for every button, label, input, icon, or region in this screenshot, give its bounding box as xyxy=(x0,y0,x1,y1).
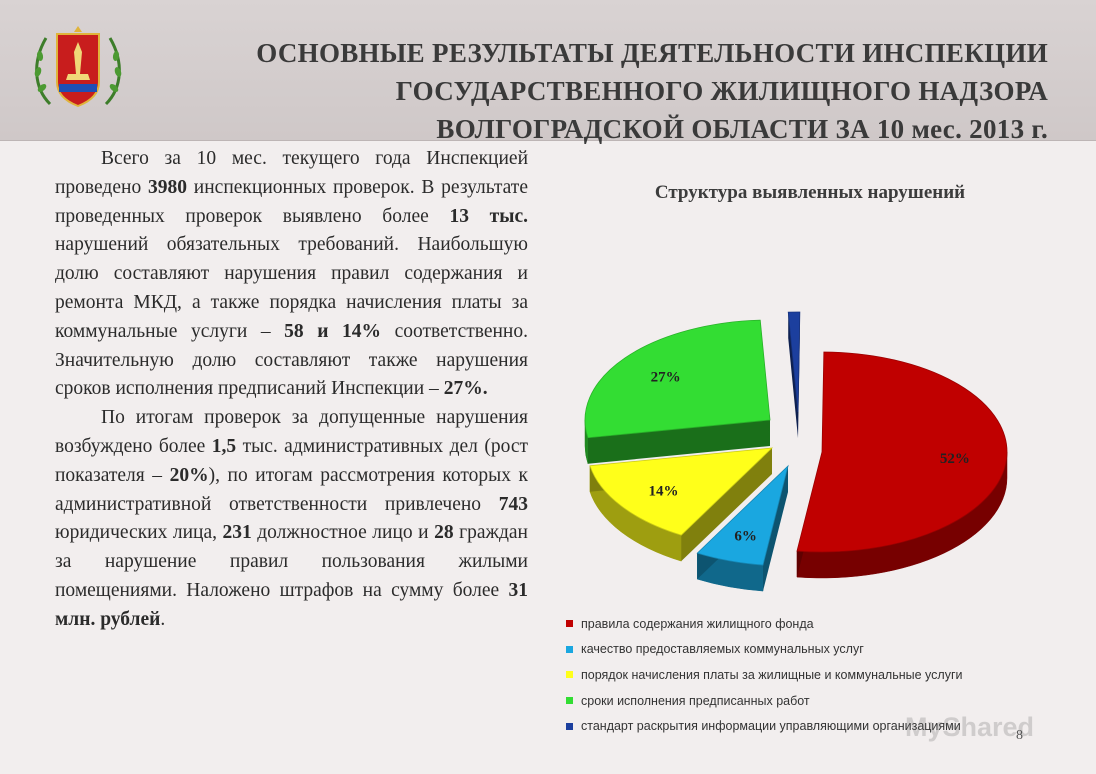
highlight-value: 231 xyxy=(222,522,252,544)
pie-slice xyxy=(696,464,789,592)
legend-item: качество предоставляемых коммунальных ус… xyxy=(566,637,1046,663)
highlight-value: 1,5 xyxy=(211,435,237,457)
legend-label: сроки исполнения предписанных работ xyxy=(581,693,810,708)
slice-value-label: 52% xyxy=(940,451,970,467)
slice-value-label: 27% xyxy=(651,369,681,385)
pie-slice xyxy=(589,447,774,562)
text-run: граждан за нарушение правил пользования … xyxy=(55,522,528,601)
text-run: Всего за 10 мес. текущего года Инспекцие… xyxy=(55,148,528,198)
watermark: MyShared xyxy=(905,712,1035,742)
text-run: инспекционных проверок. В результате про… xyxy=(55,176,528,227)
legend-label: качество предоставляемых коммунальных ус… xyxy=(581,642,864,657)
legend-item: правила содержания жилищного фонда xyxy=(566,611,1046,637)
slice-value-label: 1% xyxy=(787,300,810,304)
legend-swatch xyxy=(566,697,573,705)
legend-label: стандарт раскрытия информации управляющи… xyxy=(581,719,961,734)
title-line-2: ГОСУДАРСТВЕННОГО ЖИЛИЩНОГО НАДЗОРА xyxy=(395,76,1048,106)
pie-slice xyxy=(584,319,771,464)
pie-chart: 52% 6% 14% 27% 1% xyxy=(584,300,1008,592)
chart-legend: правила содержания жилищного фонда качест… xyxy=(566,611,1046,739)
highlight-value: 28 xyxy=(434,522,454,544)
text-run: . xyxy=(160,608,166,630)
coat-of-arms-icon xyxy=(34,26,122,108)
highlight-value: 31 млн. рублей xyxy=(55,579,528,630)
legend-swatch xyxy=(566,620,573,628)
title-line-1: ОСНОВНЫЕ РЕЗУЛЬТАТЫ ДЕЯТЕЛЬНОСТИ ИНСПЕКЦ… xyxy=(256,38,1048,68)
legend-item: стандарт раскрытия информации управляющи… xyxy=(566,713,1046,739)
highlight-value: 3980 xyxy=(148,176,187,198)
text-run: должностное лицо и xyxy=(251,522,435,544)
text-run: соответственно. Значительную долю состав… xyxy=(55,320,528,400)
highlight-value: 743 xyxy=(498,493,528,515)
legend-swatch xyxy=(566,671,573,679)
highlight-value: 27%. xyxy=(443,378,488,400)
slice-value-label: 6% xyxy=(734,528,757,544)
pie-slice xyxy=(796,351,1008,579)
slice-value-label: 14% xyxy=(648,484,678,500)
title-line-3: ВОЛГОГРАДСКОЙ ОБЛАСТИ ЗА 10 мес. 2013 г. xyxy=(436,114,1048,144)
highlight-value: 58 и 14% xyxy=(284,320,382,342)
text-run: тыс. административных дел (рост показате… xyxy=(55,435,528,486)
header-bar: ОСНОВНЫЕ РЕЗУЛЬТАТЫ ДЕЯТЕЛЬНОСТИ ИНСПЕКЦ… xyxy=(0,0,1096,144)
legend-item: порядок начисления платы за жилищные и к… xyxy=(566,662,1046,688)
summary-paragraph-2: По итогам проверок за допущенные нарушен… xyxy=(55,404,528,634)
chart-title: Структура выявленных нарушений xyxy=(654,182,966,203)
legend-label: правила содержания жилищного фонда xyxy=(581,616,814,631)
legend-swatch xyxy=(566,722,573,730)
legend-swatch xyxy=(566,645,573,653)
page-title: ОСНОВНЫЕ РЕЗУЛЬТАТЫ ДЕЯТЕЛЬНОСТИ ИНСПЕКЦ… xyxy=(148,34,1048,148)
page-number: 8 xyxy=(1016,728,1023,743)
highlight-value: 13 тыс. xyxy=(449,205,528,227)
legend-label: порядок начисления платы за жилищные и к… xyxy=(581,667,963,682)
text-run: По итогам проверок за допущенные нарушен… xyxy=(55,407,528,457)
summary-paragraph-1: Всего за 10 мес. текущего года Инспекцие… xyxy=(55,145,528,404)
pie-slice xyxy=(787,311,801,438)
text-run: нарушений обязательных требований. Наибо… xyxy=(55,234,528,342)
text-run: юридических лица, xyxy=(55,522,223,544)
legend-item: сроки исполнения предписанных работ xyxy=(566,688,1046,714)
summary-text: Всего за 10 мес. текущего года Инспекцие… xyxy=(55,145,528,635)
text-run: ), по итогам рассмотрения которых к адми… xyxy=(55,464,528,515)
highlight-value: 20% xyxy=(169,464,209,486)
